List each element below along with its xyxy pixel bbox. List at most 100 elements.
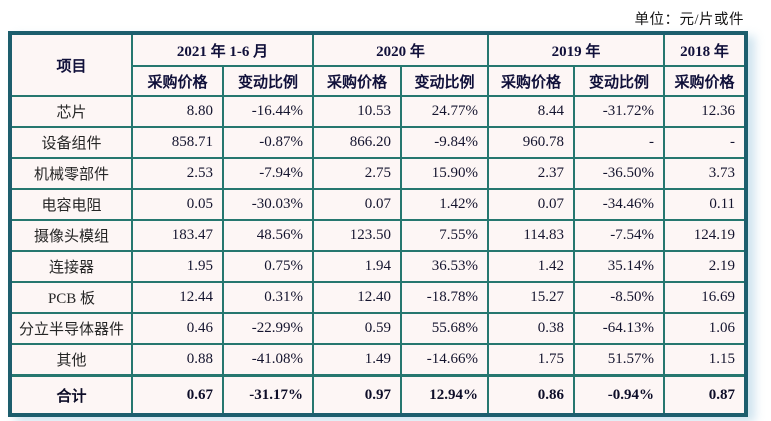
cell-value: 0.07 bbox=[487, 188, 576, 221]
cell-value: - bbox=[663, 126, 748, 159]
cell-value: 1.15 bbox=[663, 343, 748, 377]
table-row-other: 其他 0.88 -41.08% 1.49 -14.66% 1.75 51.57%… bbox=[9, 343, 748, 377]
row-label: PCB 板 bbox=[9, 281, 133, 314]
total-value: 0.86 bbox=[487, 374, 576, 416]
table-row-equipment-components: 设备组件 858.71 -0.87% 866.20 -9.84% 960.78 … bbox=[9, 126, 748, 159]
cell-value: 1.06 bbox=[663, 312, 748, 345]
cell-value: 0.38 bbox=[487, 312, 576, 345]
cell-value: -36.50% bbox=[573, 157, 666, 190]
cell-value: 3.73 bbox=[663, 157, 748, 190]
cell-value: 1.95 bbox=[131, 250, 224, 283]
cell-value: 2.19 bbox=[663, 250, 748, 283]
cell-value: 858.71 bbox=[131, 126, 224, 159]
row-label: 芯片 bbox=[9, 95, 133, 128]
cell-value: 15.27 bbox=[487, 281, 576, 314]
header-year-2018: 2018 年 bbox=[663, 32, 748, 67]
procurement-price-table: 项目 2021 年 1-6 月 2020 年 2019 年 2018 年 采购价… bbox=[8, 31, 749, 417]
cell-value: 55.68% bbox=[399, 312, 490, 345]
cell-value: 0.05 bbox=[131, 188, 224, 221]
cell-value: 36.53% bbox=[399, 250, 490, 283]
table-header: 项目 2021 年 1-6 月 2020 年 2019 年 2018 年 采购价… bbox=[9, 32, 748, 97]
row-label: 电容电阻 bbox=[9, 188, 133, 221]
row-label: 连接器 bbox=[9, 250, 133, 283]
cell-value: -18.78% bbox=[399, 281, 490, 314]
header-change-2020: 变动比例 bbox=[399, 65, 490, 97]
cell-value: -7.94% bbox=[222, 157, 314, 190]
cell-value: 24.77% bbox=[399, 95, 490, 128]
table-row-discrete-semiconductor: 分立半导体器件 0.46 -22.99% 0.59 55.68% 0.38 -6… bbox=[9, 312, 748, 345]
header-purchase-2021: 采购价格 bbox=[131, 65, 224, 97]
cell-value: 1.42% bbox=[399, 188, 490, 221]
total-value: 0.67 bbox=[131, 374, 224, 416]
cell-value: 2.37 bbox=[487, 157, 576, 190]
cell-value: 1.49 bbox=[312, 343, 402, 377]
cell-value: -22.99% bbox=[222, 312, 314, 345]
total-value: -0.94% bbox=[573, 374, 666, 416]
header-year-row: 项目 2021 年 1-6 月 2020 年 2019 年 2018 年 bbox=[9, 32, 748, 97]
cell-value: 15.90% bbox=[399, 157, 490, 190]
cell-value: -9.84% bbox=[399, 126, 490, 159]
header-year-2019: 2019 年 bbox=[487, 32, 666, 67]
cell-value: 8.44 bbox=[487, 95, 576, 128]
cell-value: 960.78 bbox=[487, 126, 576, 159]
cell-value: 10.53 bbox=[312, 95, 402, 128]
cell-value: 16.69 bbox=[663, 281, 748, 314]
cell-value: 12.40 bbox=[312, 281, 402, 314]
total-value: -31.17% bbox=[222, 374, 314, 416]
cell-value: 48.56% bbox=[222, 219, 314, 252]
header-change-2019: 变动比例 bbox=[573, 65, 666, 97]
table-row-total: 合计 0.67 -31.17% 0.97 12.94% 0.86 -0.94% … bbox=[9, 374, 748, 416]
header-change-2021: 变动比例 bbox=[222, 65, 314, 97]
cell-value: 0.11 bbox=[663, 188, 748, 221]
table-row-mechanical-parts: 机械零部件 2.53 -7.94% 2.75 15.90% 2.37 -36.5… bbox=[9, 157, 748, 190]
header-purchase-2019: 采购价格 bbox=[487, 65, 576, 97]
cell-value: 2.53 bbox=[131, 157, 224, 190]
cell-value: -8.50% bbox=[573, 281, 666, 314]
header-year-2020: 2020 年 bbox=[311, 32, 490, 67]
cell-value: 0.46 bbox=[131, 312, 224, 345]
cell-value: 0.59 bbox=[312, 312, 402, 345]
cell-value: 1.75 bbox=[487, 343, 576, 377]
cell-value: -41.08% bbox=[222, 343, 314, 377]
cell-value: 8.80 bbox=[131, 95, 224, 128]
table-row-chip: 芯片 8.80 -16.44% 10.53 24.77% 8.44 -31.72… bbox=[9, 95, 748, 128]
cell-value: 124.19 bbox=[663, 219, 748, 252]
table-row-capacitor-resistor: 电容电阻 0.05 -30.03% 0.07 1.42% 0.07 -34.46… bbox=[9, 188, 748, 221]
row-label: 设备组件 bbox=[9, 126, 133, 159]
table-row-pcb: PCB 板 12.44 0.31% 12.40 -18.78% 15.27 -8… bbox=[9, 281, 748, 314]
cell-value: 0.75% bbox=[222, 250, 314, 283]
total-value: 12.94% bbox=[399, 374, 490, 416]
cell-value: 51.57% bbox=[573, 343, 666, 377]
cell-value: 123.50 bbox=[312, 219, 402, 252]
table-row-camera-module: 摄像头模组 183.47 48.56% 123.50 7.55% 114.83 … bbox=[9, 219, 748, 252]
cell-value: -0.87% bbox=[222, 126, 314, 159]
cell-value: 1.94 bbox=[312, 250, 402, 283]
table-row-connector: 连接器 1.95 0.75% 1.94 36.53% 1.42 35.14% 2… bbox=[9, 250, 748, 283]
row-label: 其他 bbox=[9, 343, 133, 377]
table-body: 芯片 8.80 -16.44% 10.53 24.77% 8.44 -31.72… bbox=[9, 95, 748, 416]
row-label: 摄像头模组 bbox=[9, 219, 133, 252]
cell-value: 866.20 bbox=[312, 126, 402, 159]
total-value: 0.87 bbox=[663, 374, 748, 416]
cell-value: 1.42 bbox=[487, 250, 576, 283]
cell-value: 183.47 bbox=[131, 219, 224, 252]
row-label: 分立半导体器件 bbox=[9, 312, 133, 345]
header-year-2021: 2021 年 1-6 月 bbox=[131, 32, 314, 67]
cell-value: 12.36 bbox=[663, 95, 748, 128]
cell-value: -34.46% bbox=[573, 188, 666, 221]
cell-value: -31.72% bbox=[573, 95, 666, 128]
cell-value: 0.31% bbox=[222, 281, 314, 314]
unit-note: 单位：元/片或件 bbox=[634, 12, 744, 28]
cell-value: 7.55% bbox=[399, 219, 490, 252]
header-item: 项目 bbox=[9, 32, 133, 97]
header-sub-row: 采购价格 变动比例 采购价格 变动比例 采购价格 变动比例 采购价格 bbox=[10, 65, 748, 97]
cell-value: -14.66% bbox=[399, 343, 490, 377]
total-value: 0.97 bbox=[312, 374, 402, 416]
cell-value: 12.44 bbox=[131, 281, 224, 314]
cell-value: 35.14% bbox=[573, 250, 666, 283]
cell-value: -64.13% bbox=[573, 312, 666, 345]
cell-value: -16.44% bbox=[222, 95, 314, 128]
cell-value: 0.88 bbox=[131, 343, 224, 377]
cell-value: 2.75 bbox=[312, 157, 402, 190]
cell-value: -7.54% bbox=[573, 219, 666, 252]
